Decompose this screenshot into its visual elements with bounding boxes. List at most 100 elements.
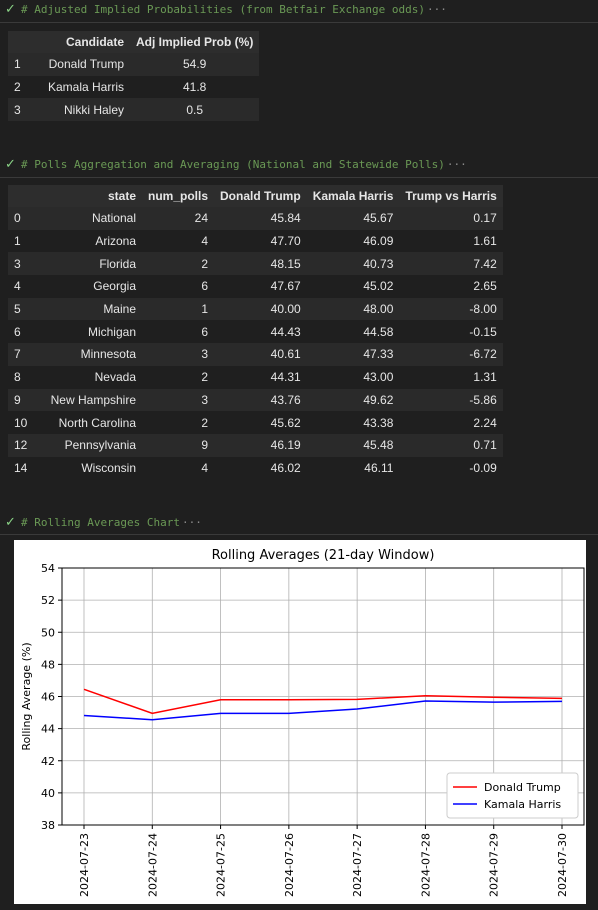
table-cell: -0.15 [399, 320, 503, 344]
table-cell: 44.31 [214, 365, 307, 389]
table-row: 6 Michigan 6 44.43 44.58 -0.15 [8, 320, 503, 344]
y-tick-label: 48 [41, 658, 55, 671]
table-cell: 45.67 [306, 207, 400, 230]
legend-label: Donald Trump [484, 781, 561, 794]
table-cell: 2 [142, 252, 215, 276]
chart-title: Rolling Averages (21-day Window) [212, 548, 435, 563]
table-cell: 0.17 [399, 207, 503, 230]
table-row: 7 Minnesota 3 40.61 47.33 -6.72 [8, 343, 503, 366]
table-cell: 41.8 [130, 75, 260, 99]
table-cell: 48.15 [214, 252, 307, 276]
table-cell: 46.02 [214, 456, 307, 480]
table-cell: Nevada [40, 365, 142, 389]
series-line-harris [83, 700, 563, 721]
x-tick-label: 2024-07-26 [283, 833, 296, 897]
check-icon: ✓ [5, 1, 16, 17]
table-cell: 6 [142, 320, 215, 344]
table-cell: Georgia [40, 275, 142, 298]
y-tick-label: 40 [41, 787, 55, 800]
row-index: 2 [8, 75, 28, 99]
y-tick-label: 44 [41, 723, 55, 736]
row-index: 5 [8, 297, 40, 321]
more-icon[interactable]: ··· [426, 2, 447, 16]
x-tick-label: 2024-07-23 [78, 833, 91, 897]
row-index: 4 [8, 275, 40, 298]
column-header: Donald Trump [214, 185, 307, 207]
table-cell: Arizona [40, 229, 142, 253]
y-tick-label: 46 [41, 691, 55, 704]
x-tick-label: 2024-07-24 [146, 833, 159, 897]
table-cell: 1 [142, 297, 215, 321]
row-index: 0 [8, 207, 40, 230]
table-cell: New Hampshire [40, 388, 142, 412]
table-row: 4 Georgia 6 47.67 45.02 2.65 [8, 275, 503, 298]
row-index: 6 [8, 320, 40, 344]
table-row: 0 National 24 45.84 45.67 0.17 [8, 207, 503, 230]
y-axis-label: Rolling Average (%) [20, 642, 33, 750]
row-index: 8 [8, 365, 40, 389]
table-cell: North Carolina [40, 411, 142, 434]
table-cell: 40.61 [214, 343, 307, 366]
more-icon[interactable]: ··· [181, 515, 202, 529]
legend-box [446, 772, 579, 819]
table-row: 3 Nikki Haley 0.5 [8, 98, 260, 122]
table-row: 1 Donald Trump 54.9 [8, 53, 260, 76]
column-header: state [40, 185, 142, 207]
table-cell: -8.00 [399, 297, 503, 321]
chart-output: 38 40 42 44 46 48 50 52 54 2024-07-23 2024-07-24 20… [14, 540, 586, 904]
table-cell: -0.09 [399, 456, 503, 480]
table-cell: 9 [142, 433, 215, 457]
row-index: 14 [8, 456, 40, 480]
row-index: 3 [8, 252, 40, 276]
row-index: 3 [8, 98, 28, 122]
table-cell: 40.00 [214, 297, 307, 321]
table-cell: 43.76 [214, 388, 307, 412]
table-cell: 46.19 [214, 433, 307, 457]
table-row: 10 North Carolina 2 45.62 43.38 2.24 [8, 411, 503, 434]
table-cell: 47.33 [306, 343, 400, 366]
y-tick-label: 50 [41, 626, 55, 639]
table-row: 3 Florida 2 48.15 40.73 7.42 [8, 252, 503, 276]
table-cell: 48.00 [306, 297, 400, 321]
table-cell: 46.09 [306, 229, 400, 253]
x-tick-label: 2024-07-30 [556, 833, 569, 897]
table-cell: Maine [40, 297, 142, 321]
column-header: Trump vs Harris [399, 185, 503, 207]
table-cell: Michigan [40, 320, 142, 344]
y-tick-label: 38 [41, 819, 55, 832]
table-cell: 4 [142, 229, 215, 253]
x-tick-label: 2024-07-28 [419, 833, 432, 897]
cell-header-probabilities[interactable]: ✓ # Adjusted Implied Probabilities (from… [0, 0, 598, 18]
column-header [8, 31, 28, 53]
y-tick-label: 54 [41, 562, 55, 575]
table-cell: 54.9 [130, 53, 260, 76]
table-row: 14 Wisconsin 4 46.02 46.11 -0.09 [8, 456, 503, 480]
table-cell: 2.24 [399, 411, 503, 434]
table-cell: 40.73 [306, 252, 400, 276]
column-header: num_polls [142, 185, 215, 207]
table-cell: 44.58 [306, 320, 400, 344]
column-header: Kamala Harris [306, 185, 400, 207]
table-cell: -6.72 [399, 343, 503, 366]
column-header [8, 185, 40, 207]
column-header: Adj Implied Prob (%) [130, 31, 260, 53]
row-index: 1 [8, 229, 40, 253]
more-icon[interactable]: ··· [446, 157, 467, 171]
x-tick-label: 2024-07-27 [351, 833, 364, 897]
table-row: 8 Nevada 2 44.31 43.00 1.31 [8, 365, 503, 389]
cell-header-polls[interactable]: ✓ # Polls Aggregation and Averaging (Nat… [0, 155, 598, 173]
cell-divider [0, 534, 598, 535]
probabilities-table: Candidate Adj Implied Prob (%) 1 Donald Tr… [8, 31, 260, 122]
table-row: 2 Kamala Harris 41.8 [8, 75, 260, 99]
table-cell: 4 [142, 456, 215, 480]
cell-code-summary: # Rolling Averages Chart [21, 515, 180, 529]
table-cell: 45.62 [214, 411, 307, 434]
cell-header-chart[interactable]: ✓ # Rolling Averages Chart ··· [0, 513, 598, 531]
cell-code-summary: # Polls Aggregation and Averaging (Natio… [21, 157, 445, 171]
row-index: 9 [8, 388, 40, 412]
table-cell: 1.61 [399, 229, 503, 253]
legend-label: Kamala Harris [484, 798, 561, 811]
cell-divider [0, 22, 598, 23]
table-cell: Minnesota [40, 343, 142, 366]
table-cell: 2.65 [399, 275, 503, 298]
